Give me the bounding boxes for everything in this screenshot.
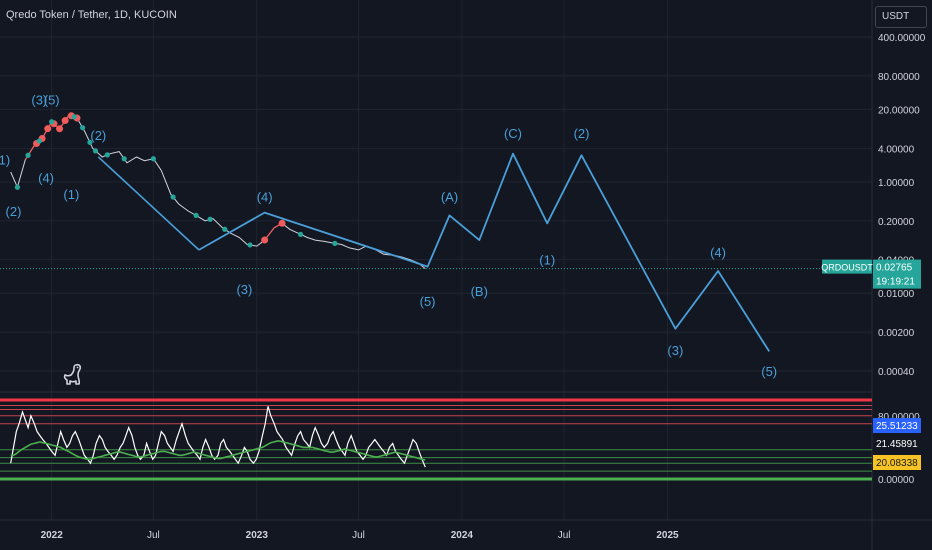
oscillator-badge bbox=[873, 436, 921, 451]
signal-markers bbox=[14, 112, 338, 248]
green-marker bbox=[104, 152, 110, 158]
wave-label: (5) bbox=[761, 364, 777, 379]
green-marker bbox=[150, 156, 156, 162]
green-marker bbox=[14, 184, 21, 190]
trend-line bbox=[97, 156, 200, 251]
wave-label: (2) bbox=[574, 126, 590, 141]
wave-label: (3) bbox=[31, 93, 47, 108]
wave-label: (4) bbox=[38, 170, 54, 185]
green-marker bbox=[170, 194, 176, 200]
oscillator-badge bbox=[873, 418, 921, 433]
green-marker bbox=[247, 242, 253, 248]
wave-label: (A) bbox=[441, 189, 458, 204]
price-tag-countdown: 19:19:21 bbox=[876, 277, 915, 288]
price-axis-label: 0.01000 bbox=[878, 289, 915, 300]
wave-label: (2) bbox=[90, 128, 106, 143]
green-marker bbox=[25, 152, 31, 158]
wave-line bbox=[198, 152, 770, 352]
currency-button[interactable]: USDT bbox=[875, 6, 927, 28]
time-axis-label: 2023 bbox=[246, 530, 269, 541]
price-tag-value: 0.02765 bbox=[876, 263, 913, 274]
red-marker bbox=[261, 236, 269, 244]
time-axis-label: 2024 bbox=[451, 530, 474, 541]
green-marker bbox=[222, 226, 228, 232]
time-axis-label: Jul bbox=[352, 530, 365, 541]
green-marker bbox=[332, 240, 338, 246]
red-marker bbox=[44, 125, 52, 133]
price-axis-label: 20.00000 bbox=[878, 105, 920, 116]
trend-lines bbox=[97, 156, 200, 251]
symbol-tag-text: QRDOUSDT bbox=[821, 263, 873, 273]
price-axis-label: 80.00000 bbox=[878, 72, 920, 83]
price-axis-label: 0.00040 bbox=[878, 367, 915, 378]
oscillator-levels bbox=[0, 398, 872, 481]
price-highlight bbox=[264, 222, 283, 241]
wave-label: (5) bbox=[420, 294, 436, 309]
wave-label: (3) bbox=[667, 343, 683, 358]
red-marker bbox=[56, 125, 64, 133]
wave-label: (3) bbox=[236, 282, 252, 297]
oscillator-badge-text: 21.45891 bbox=[876, 439, 918, 450]
symbol-tag bbox=[822, 259, 872, 274]
oscillator-badge bbox=[873, 455, 921, 470]
green-marker bbox=[49, 119, 55, 125]
oscillator-axis-label: 80.00000 bbox=[878, 412, 920, 423]
green-marker bbox=[121, 156, 127, 162]
green-marker bbox=[71, 114, 77, 120]
green-marker bbox=[207, 216, 213, 222]
wave-label: (5) bbox=[44, 93, 60, 108]
time-axis-label: Jul bbox=[558, 530, 571, 541]
wave-label: (4) bbox=[257, 189, 273, 204]
price-axis-label: 400.00000 bbox=[878, 33, 926, 44]
red-marker bbox=[278, 219, 286, 227]
oscillator-axis-label: 0.00000 bbox=[878, 475, 915, 486]
wave-label: (4) bbox=[710, 245, 726, 260]
red-marker bbox=[61, 117, 69, 125]
price-tag bbox=[873, 259, 921, 289]
price-axis-label: 0.20000 bbox=[878, 217, 915, 228]
oscillator-badge-text: 25.51233 bbox=[876, 421, 918, 432]
green-marker bbox=[36, 138, 42, 144]
wave-label: (B) bbox=[471, 284, 488, 299]
price-axis-label: 0.00200 bbox=[878, 328, 915, 339]
wave-label: (1) bbox=[63, 187, 79, 202]
wave-label: (1) bbox=[0, 153, 10, 168]
chart-title: Qredo Token / Tether, 1D, KUCOIN bbox=[6, 9, 177, 21]
dinosaur-icon[interactable] bbox=[62, 363, 86, 389]
green-marker bbox=[193, 212, 199, 218]
time-axis-label: Jul bbox=[147, 530, 160, 541]
price-tags: QRDOUSDT 0.02765 19:19:21 25.51233 21.45891 2… bbox=[821, 259, 921, 470]
oscillator-series bbox=[10, 406, 426, 468]
green-marker bbox=[92, 148, 99, 154]
elliott-wave-projection bbox=[198, 152, 770, 352]
green-marker bbox=[87, 139, 93, 145]
price-axis-label: 1.00000 bbox=[878, 178, 915, 189]
price-axis-label: 4.00000 bbox=[878, 144, 915, 155]
time-axis-label: 2025 bbox=[656, 530, 679, 541]
wave-labels: (1)(2)(3)(5)(4)(1)(2)(3)(4)(5)(A)(B)(C)(… bbox=[0, 93, 777, 379]
green-marker bbox=[79, 125, 86, 131]
time-axis-label: 2022 bbox=[41, 530, 64, 541]
oscillator-band-line bbox=[10, 440, 426, 461]
oscillator-badge-text: 20.08338 bbox=[876, 458, 918, 469]
wave-label: (1) bbox=[539, 253, 555, 268]
oscillator-line bbox=[10, 406, 426, 468]
green-marker bbox=[297, 231, 304, 238]
wave-label: (C) bbox=[504, 126, 522, 141]
wave-label: (2) bbox=[6, 204, 22, 219]
